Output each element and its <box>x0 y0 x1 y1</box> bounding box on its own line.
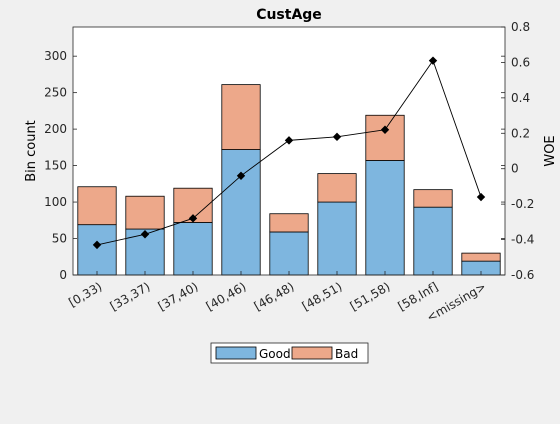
woe-point-7 <box>428 56 438 65</box>
bar-good-3 <box>221 149 261 276</box>
y2-axis-label: WOE <box>543 135 558 166</box>
chart-title: CustAge <box>256 7 322 23</box>
bar-good-6 <box>365 160 405 276</box>
legend-swatch-good <box>215 346 257 360</box>
woe-point-2 <box>188 214 198 223</box>
bar-bad-6 <box>365 114 405 161</box>
bar-bad-5 <box>317 173 357 203</box>
y2-tick-label-4: 0.2 <box>511 126 530 140</box>
legend-label-good: Good <box>259 347 291 361</box>
bar-good-7 <box>413 206 453 276</box>
y-axis-label: Bin count <box>24 120 39 182</box>
bar-bad-3 <box>221 84 261 150</box>
bar-bad-8 <box>461 252 501 262</box>
bar-bad-7 <box>413 189 453 208</box>
bar-good-0 <box>77 224 117 276</box>
woe-point-0 <box>92 240 102 250</box>
woe-point-8 <box>476 192 486 202</box>
y2-tick-label-2: -0.2 <box>511 197 534 211</box>
woe-point-6 <box>380 125 390 134</box>
y-tick-label-1: 50 <box>52 232 67 246</box>
bar-good-5 <box>317 201 357 276</box>
y2-tick-label-3: 0 <box>511 162 519 176</box>
bar-good-4 <box>269 231 309 276</box>
legend-label-bad: Bad <box>335 347 358 361</box>
y2-tick-label-1: -0.4 <box>511 233 534 247</box>
woe-point-5 <box>332 132 342 142</box>
bar-good-2 <box>173 222 213 276</box>
y-tick-label-4: 200 <box>44 122 67 136</box>
y-tick-label-2: 100 <box>44 195 67 209</box>
legend-swatch-bad <box>291 346 333 360</box>
woe-point-3 <box>236 171 246 180</box>
y2-tick-label-6: 0.6 <box>511 55 530 69</box>
y-tick-label-5: 250 <box>44 86 67 100</box>
bar-bad-0 <box>77 186 117 226</box>
y2-tick-label-0: -0.6 <box>511 268 534 282</box>
woe-point-1 <box>140 230 150 239</box>
y2-tick-label-5: 0.4 <box>511 91 530 105</box>
y-tick-label-6: 300 <box>44 49 67 63</box>
woe-point-4 <box>284 136 294 145</box>
y-tick-label-3: 150 <box>44 159 67 173</box>
bar-bad-4 <box>269 213 309 233</box>
bar-bad-1 <box>125 195 165 230</box>
legend: Good Bad <box>210 342 369 364</box>
y2-tick-label-7: 0.8 <box>511 20 530 34</box>
y-tick-label-0: 0 <box>59 268 67 282</box>
